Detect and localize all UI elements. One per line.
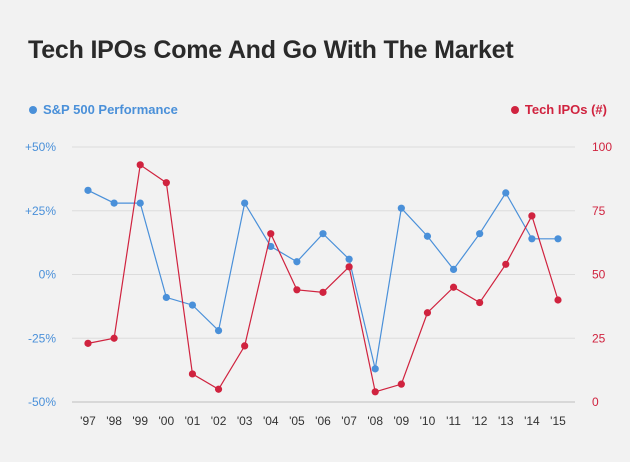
- sp500-data-point: [476, 230, 484, 238]
- legend-tech-ipos: Tech IPOs (#): [510, 102, 607, 117]
- tech-ipos-data-point: [345, 263, 353, 271]
- sp500-data-point: [397, 204, 405, 212]
- tech-ipos-data-point: [397, 380, 405, 388]
- left-axis-tick-label: +50%: [25, 140, 56, 154]
- tech-ipos-data-point: [502, 260, 510, 268]
- right-axis-tick-label: 50: [592, 268, 606, 282]
- chart-title: Tech IPOs Come And Go With The Market: [28, 36, 514, 64]
- tech-ipos-data-point: [371, 388, 379, 396]
- sp500-data-point: [449, 265, 458, 273]
- legend-tech-ipos-label: Tech IPOs (#): [524, 102, 607, 117]
- x-axis-tick-label: '99: [132, 414, 148, 428]
- right-axis-tick-label: 75: [592, 204, 606, 218]
- x-axis-tick-label: '06: [315, 414, 331, 428]
- left-axis-tick-label: -50%: [28, 395, 56, 409]
- tech-ipos-data-point: [136, 161, 144, 169]
- legend-sp500-marker: [29, 105, 37, 114]
- x-axis-tick-label: '15: [550, 414, 566, 428]
- sp500-data-point: [84, 186, 92, 194]
- x-axis-tick-label: '09: [394, 414, 410, 428]
- x-axis-tick-label: '04: [263, 414, 279, 428]
- sp500-data-point: [188, 301, 197, 309]
- sp500-series-line: [87, 189, 558, 369]
- tech-ipos-data-point: [241, 342, 249, 350]
- x-axis-tick-label: '97: [80, 414, 96, 428]
- tech-ipos-data-point: [476, 298, 484, 307]
- tech-ipos-data-point: [267, 230, 275, 238]
- x-axis-tick-label: '98: [106, 414, 122, 428]
- tech-ipos-data-point: [84, 339, 92, 347]
- sp500-data-point: [371, 365, 379, 373]
- x-axis-tick-label: '14: [524, 414, 540, 428]
- tech-ipos-data-point: [423, 309, 432, 317]
- x-axis-tick-label: '12: [472, 414, 488, 428]
- left-axis-tick-label: +25%: [25, 204, 56, 218]
- x-axis-tick-label: '02: [211, 414, 227, 428]
- tech-ipos-data-point: [319, 288, 327, 296]
- x-axis-tick-label: '11: [446, 414, 461, 428]
- left-axis-tick-label: 0%: [39, 268, 57, 282]
- tech-ipos-data-point: [188, 370, 197, 378]
- right-axis-tick-label: 100: [592, 140, 612, 154]
- legend-sp500-label: S&P 500 Performance: [43, 102, 178, 117]
- sp500-data-point: [293, 258, 301, 266]
- x-axis-tick-label: '13: [498, 414, 514, 428]
- tech-ipos-series-line: [87, 163, 559, 393]
- sp500-data-point: [423, 232, 432, 240]
- x-axis-tick-label: '00: [159, 414, 175, 428]
- sp500-data-point: [267, 242, 275, 251]
- sp500-data-point: [345, 255, 353, 263]
- sp500-data-point: [554, 235, 562, 243]
- tech-ipos-data-point: [293, 286, 301, 294]
- right-axis-tick-label: 0: [592, 395, 599, 409]
- x-axis-tick-label: '05: [289, 414, 305, 428]
- legend-tech-ipos-marker: [510, 105, 519, 114]
- right-axis-tick-label: 25: [592, 331, 606, 345]
- x-axis-tick-label: '10: [420, 414, 436, 428]
- tech-ipos-data-point: [162, 179, 170, 187]
- sp500-data-point: [502, 189, 510, 197]
- sp500-data-point: [214, 327, 223, 335]
- sp500-data-point: [528, 235, 536, 243]
- sp500-data-point: [110, 199, 118, 207]
- tech-ipos-data-point: [528, 212, 536, 220]
- x-axis-tick-label: '01: [185, 414, 201, 428]
- sp500-data-point: [241, 199, 249, 207]
- x-axis-tick-label: '07: [341, 414, 357, 428]
- sp500-data-point: [162, 293, 170, 302]
- sp500-data-point: [136, 199, 144, 207]
- left-axis-tick-label: -25%: [28, 331, 56, 345]
- tech-ipos-data-point: [449, 283, 458, 291]
- x-axis-tick-label: '03: [237, 414, 253, 428]
- tech-ipos-data-point: [554, 296, 562, 304]
- x-axis-tick-label: '08: [367, 414, 383, 428]
- tech-ipos-data-point: [110, 334, 118, 342]
- sp500-data-point: [319, 230, 327, 238]
- tech-ipos-data-point: [214, 385, 223, 393]
- legend-sp500: S&P 500 Performance: [29, 102, 178, 117]
